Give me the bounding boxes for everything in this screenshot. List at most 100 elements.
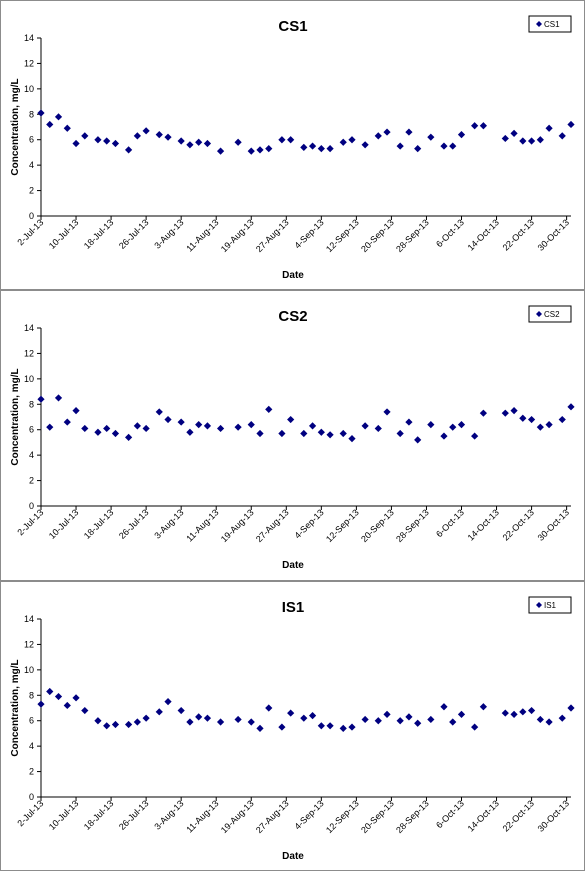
data-point: [567, 120, 575, 129]
y-tick-label: 2: [29, 476, 34, 486]
data-point: [81, 132, 89, 140]
data-point: [339, 429, 347, 438]
x-tick-label: 14-Oct-13: [466, 217, 501, 252]
data-point: [133, 132, 141, 140]
data-point: [501, 409, 509, 417]
data-point: [125, 433, 133, 441]
data-point: [247, 147, 255, 155]
data-point: [63, 418, 71, 426]
data-point: [339, 724, 347, 732]
data-point: [37, 109, 45, 117]
chart-svg-is1: IS1 0 2 4 6 8 10 12 14 2-Jul-13 10-Jul-13 18-Jul-13…: [10, 596, 575, 862]
y-axis-label: Concentration, mg/L: [10, 78, 21, 175]
y-tick-label: 4: [29, 160, 34, 170]
data-point: [278, 136, 286, 144]
data-point: [527, 415, 536, 424]
data-point: [46, 120, 54, 129]
legend-is1: IS1: [528, 596, 572, 614]
data-point: [348, 136, 356, 144]
data-point: [265, 704, 273, 712]
y-tick-label: 8: [29, 109, 34, 119]
legend-label: CS2: [544, 310, 560, 319]
x-tick-label: 10-Jul-13: [47, 507, 81, 541]
data-point: [361, 141, 369, 149]
x-tick-label: 4-Sep-13: [292, 217, 325, 250]
data-point: [339, 138, 347, 146]
x-tick-label: 12-Sep-13: [324, 217, 361, 254]
chart-title: CS2: [278, 308, 307, 325]
data-point: [234, 138, 242, 146]
y-tick-label: 0: [29, 211, 34, 221]
y-axis-label: Concentration, mg/L: [10, 368, 21, 465]
data-point: [300, 714, 308, 722]
data-point: [471, 122, 479, 130]
data-point: [265, 145, 273, 153]
data-point: [216, 718, 225, 726]
data-point: [449, 718, 457, 726]
x-axis-label: Date: [282, 851, 304, 862]
x-tick-label: 3-Aug-13: [152, 507, 185, 540]
data-point: [536, 423, 544, 431]
x-tick-label: 28-Sep-13: [394, 798, 431, 835]
data-point: [440, 432, 448, 440]
x-tick-label: 19-Aug-13: [219, 798, 256, 835]
x-tick-label: 14-Oct-13: [466, 507, 501, 542]
data-point: [54, 394, 63, 402]
data-point: [195, 421, 203, 429]
data-point: [278, 429, 286, 438]
data-point: [186, 141, 194, 149]
data-point: [374, 424, 382, 433]
data-point: [501, 709, 509, 717]
data-point: [383, 408, 391, 416]
data-point: [203, 714, 212, 722]
y-tick-label: 0: [29, 792, 34, 802]
data-point: [46, 423, 54, 431]
data-point: [287, 136, 295, 144]
data-point: [374, 132, 382, 140]
data-point: [396, 142, 404, 150]
data-point: [133, 718, 141, 726]
data-point: [414, 145, 422, 153]
data-point: [234, 423, 242, 431]
data-point: [164, 415, 172, 424]
data-point: [449, 142, 457, 150]
data-point: [177, 706, 185, 715]
chart-title: CS1: [278, 18, 307, 35]
data-point: [125, 146, 133, 154]
x-tick-label: 26-Jul-13: [117, 217, 151, 251]
data-point: [427, 421, 435, 429]
x-axis-label: Date: [282, 270, 304, 281]
data-point: [545, 421, 553, 429]
data-point: [396, 717, 404, 725]
y-tick-label: 10: [24, 665, 34, 675]
data-point: [471, 723, 479, 731]
data-point: [348, 723, 356, 731]
data-point: [558, 132, 566, 140]
data-point: [300, 429, 308, 438]
x-tick-label: 4-Sep-13: [292, 798, 325, 831]
x-axis-label: Date: [282, 560, 304, 571]
chart-title: IS1: [282, 599, 305, 616]
data-point: [536, 136, 544, 144]
data-point: [308, 712, 317, 720]
legend-box: [528, 596, 572, 614]
legend-cs1: CS1: [528, 15, 572, 33]
data-point: [37, 700, 45, 708]
data-point: [440, 142, 448, 150]
data-point: [427, 133, 435, 141]
y-tick-label: 14: [24, 614, 34, 624]
data-point: [203, 422, 212, 430]
x-tick-label: 20-Sep-13: [359, 507, 396, 544]
x-tick-label: 11-Aug-13: [184, 798, 220, 834]
data-point: [72, 694, 80, 702]
data-point: [405, 418, 413, 426]
x-tick-label: 30-Oct-13: [536, 798, 571, 833]
x-tick-label: 3-Aug-13: [152, 217, 185, 250]
data-point: [256, 724, 264, 732]
data-point: [440, 703, 448, 711]
data-point: [545, 718, 553, 726]
data-point: [155, 131, 163, 139]
data-point: [536, 715, 544, 724]
x-tick-label: 19-Aug-13: [219, 217, 256, 254]
data-point: [457, 710, 466, 718]
